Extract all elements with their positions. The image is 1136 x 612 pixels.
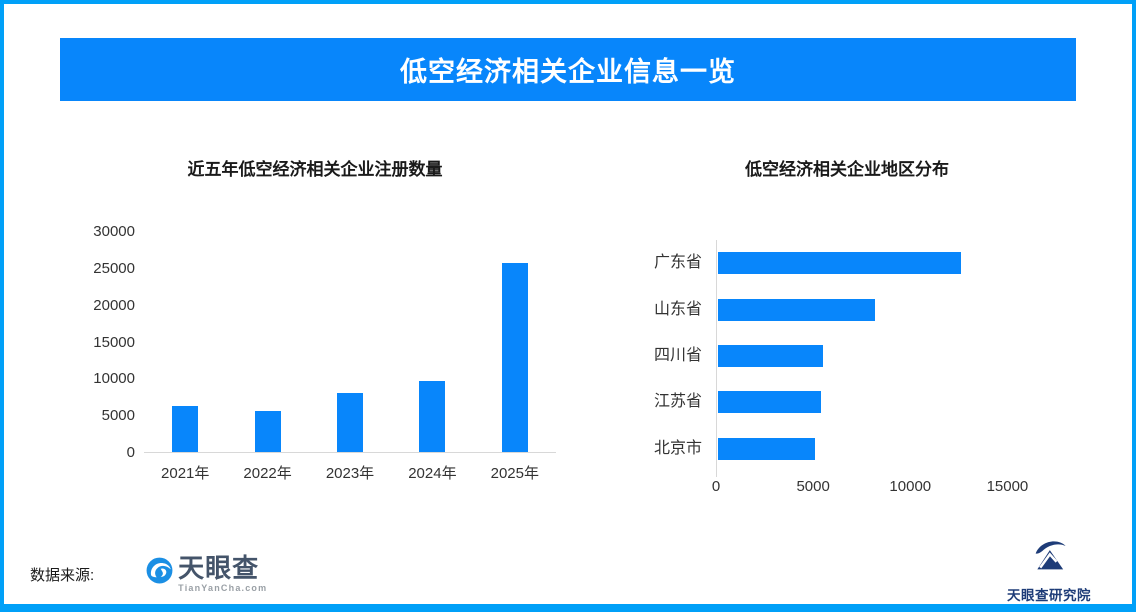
data-source-label: 数据来源: [30,566,95,584]
region-label: 北京市 [653,439,702,457]
y-tick-label: 5000 [101,407,135,425]
institute-logo: 天眼查研究院 [994,536,1104,604]
registration-bar-chart: 0 5000 10000 15000 20000 25000 30000 2021年 2022… [87,223,577,503]
bar-广东省 [718,252,961,275]
right-chart-title: 低空经济相关企业地区分布 [745,160,949,179]
x-category-label: 2021年 [161,465,210,482]
region-label: 山东省 [653,300,702,318]
x-category-label: 2024年 [408,465,457,482]
x-tick-label: 10000 [889,478,932,495]
right-chart-x-ticks: 0 5000 10000 15000 [712,472,1076,498]
y-tick-label: 15000 [93,333,135,351]
x-category-label: 2022年 [243,465,292,482]
data-source-row: 数据来源: 天眼查 TianYanCha.com [30,548,267,600]
institute-name: 天眼查研究院 [1007,588,1091,603]
region-label: 广东省 [653,254,702,272]
bar-四川省 [718,345,823,367]
x-tick-label: 5000 [796,478,830,495]
y-tick-label: 0 [126,444,135,461]
left-chart-title: 近五年低空经济相关企业注册数量 [187,160,443,179]
left-chart-y-ticks: 0 5000 10000 15000 20000 25000 30000 [87,223,135,462]
bar-2024年 [419,380,446,452]
page-title: 低空经济相关企业信息一览 [400,57,736,87]
region-bar-chart: 广东省山东省四川省江苏省北京市 0 5000 10000 15000 [632,240,1082,510]
left-chart-plot: 2021年 2022年 2023年 2024年 2025年 [144,232,556,482]
bar-北京市 [718,437,816,460]
y-tick-label: 20000 [93,296,135,314]
tianyancha-eye-icon [146,557,173,589]
title-banner: 低空经济相关企业信息一览 [60,38,1076,101]
bar-2022年 [254,411,281,452]
right-chart-category-labels: 广东省山东省四川省江苏省北京市 [632,240,702,472]
y-tick-label: 10000 [93,370,135,388]
bar-山东省 [718,298,876,321]
y-tick-label: 25000 [93,259,135,277]
x-tick-label: 15000 [986,478,1029,495]
bar-2023年 [337,393,363,452]
tianyancha-domain: TianYanCha.com [178,583,268,593]
bar-2021年 [172,405,199,452]
region-label: 四川省 [653,347,702,364]
tianyancha-logo: 天眼查 TianYanCha.com [146,555,267,593]
zero-tick-mark [716,472,717,477]
right-chart-plot [716,240,1056,472]
institute-mountain-icon [1029,536,1069,581]
tianyancha-brand-name: 天眼查 [178,553,260,583]
region-label: 江苏省 [653,393,702,411]
x-tick-label: 0 [711,478,721,495]
bar-江苏省 [718,391,821,414]
bar-2025年 [501,262,528,452]
x-category-label: 2025年 [490,465,539,482]
x-category-label: 2023年 [325,465,375,482]
y-tick-label: 30000 [93,223,135,240]
